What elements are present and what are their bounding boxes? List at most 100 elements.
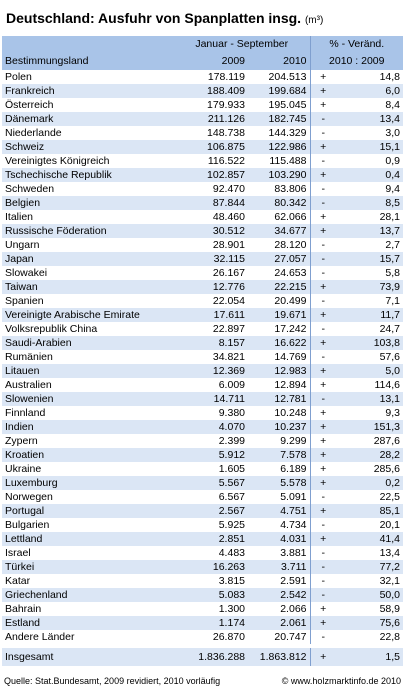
value-2010: 9.299 <box>280 435 307 447</box>
row: Vereinigtes Königreich 116.522 115.488- 0,9 <box>2 154 403 168</box>
country: Spanien <box>5 295 44 307</box>
sign: - <box>309 588 336 602</box>
header-year: 2009 <box>174 53 248 70</box>
value-2010: 4.031 <box>280 533 307 545</box>
value-2009: 48.460 <box>212 211 245 223</box>
sign: + <box>309 168 336 182</box>
value-2009: 5.912 <box>218 449 245 461</box>
country: Volksrepublik China <box>5 323 98 335</box>
value-2009: 2.851 <box>218 533 245 545</box>
row: Russische Föderation 30.512 34.677 +13,7 <box>2 224 403 238</box>
value-2010: 62.066 <box>274 211 307 223</box>
change: 13,7 <box>379 225 400 237</box>
country: Katar <box>5 575 31 587</box>
value-2010: 182.745 <box>268 113 307 125</box>
row: Israel 4.483 3.881- 13,4 <box>2 546 403 560</box>
country: Finnland <box>5 407 46 419</box>
value-2010: 16.622 <box>274 337 307 349</box>
row: Andere Länder 26.870 20.747- 22,8 <box>2 630 403 646</box>
country: Ungarn <box>5 239 40 251</box>
sign: - <box>309 546 336 560</box>
row: Saudi-Arabien 8.157 16.622 +103,8 <box>2 336 403 350</box>
value-2010: 115.488 <box>269 155 307 167</box>
value-2010: 14.769 <box>274 351 307 363</box>
sign: - <box>309 294 336 308</box>
value-2009: 1.300 <box>218 603 245 615</box>
row: Tschechische Republik 102.857 103.290 +0,4 <box>2 168 403 182</box>
change: 28,1 <box>379 211 400 223</box>
value-2009: 1.605 <box>218 463 245 475</box>
row: Bahrain 1.300 2.066 +58,9 <box>2 602 403 616</box>
sign: + <box>309 140 336 154</box>
value-2010: 122.986 <box>268 141 307 153</box>
change: 14,8 <box>379 71 400 83</box>
row: Volksrepublik China 22.897 17.242- 24,7 <box>2 322 403 336</box>
country: Italien <box>5 211 34 223</box>
header-ratio: 2010 : 2009 <box>309 53 403 70</box>
row: Taiwan 12.776 22.215 +73,9 <box>2 280 403 294</box>
change: 20,1 <box>379 519 400 531</box>
row: Spanien 22.054 20.499- 7,1 <box>2 294 403 308</box>
row: Rumänien 34.821 14.769- 57,6 <box>2 350 403 364</box>
row: Litauen 12.369 12.983 +5,0 <box>2 364 403 378</box>
change: 287,6 <box>373 435 400 447</box>
change: 5,0 <box>385 365 400 377</box>
value-2009: 2.399 <box>218 435 245 447</box>
value-2009: 6.009 <box>218 379 245 391</box>
sign: + <box>309 616 336 630</box>
value-2009: 179.933 <box>207 99 245 111</box>
row: Schweden 92.470 83.806- 9,4 <box>2 182 403 196</box>
country: Andere Länder <box>5 631 75 643</box>
row: Zypern 2.399 9.299 +287,6 <box>2 434 403 448</box>
value-2010: 20.747 <box>274 631 307 643</box>
change: 77,2 <box>379 561 400 573</box>
value-2010: 4.734 <box>280 519 307 531</box>
value-2010: 2.591 <box>280 575 307 587</box>
sign: + <box>309 420 336 434</box>
country: Slowenien <box>5 393 54 405</box>
country: Belgien <box>5 197 41 209</box>
change: 57,6 <box>379 351 400 363</box>
value-2009: 12.776 <box>212 281 245 293</box>
value-2010: 22.215 <box>274 281 307 293</box>
row: Italien 48.460 62.066 +28,1 <box>2 210 403 224</box>
value-2010: 12.894 <box>274 379 307 391</box>
sign: + <box>309 280 336 294</box>
value-2009: 1.836.288 <box>174 644 248 666</box>
country: Vereinigtes Königreich <box>5 155 110 167</box>
row: Luxemburg 5.567 5.578 +0,2 <box>2 476 403 490</box>
header-year: 2010 <box>248 53 310 70</box>
value-2010: 10.237 <box>274 421 307 433</box>
value-2009: 106.875 <box>207 141 245 153</box>
value-2010: 195.045 <box>268 99 307 111</box>
value-2009: 22.897 <box>212 323 245 335</box>
change: 5,8 <box>385 267 400 279</box>
value-2010: 27.057 <box>274 253 307 265</box>
sign: - <box>309 560 336 574</box>
value-2009: 17.611 <box>213 309 245 321</box>
source: Quelle: Stat.Bundesamt, 2009 revidiert, … <box>4 676 221 686</box>
sign: - <box>309 350 336 364</box>
row: Belgien 87.844 80.342- 8,5 <box>2 196 403 210</box>
sign: - <box>309 266 336 280</box>
sign: + <box>309 504 336 518</box>
value-2010: 2.061 <box>280 617 307 629</box>
value-2009: 14.711 <box>213 393 245 405</box>
change: 0,4 <box>385 169 400 181</box>
value-2010: 7.578 <box>280 449 307 461</box>
change: 22,5 <box>379 491 400 503</box>
value-2010: 28.120 <box>274 239 307 251</box>
change: 9,3 <box>385 407 400 419</box>
country: Australien <box>5 379 52 391</box>
change: 1,5 <box>336 644 403 666</box>
sign: + <box>309 224 336 238</box>
country: Frankreich <box>5 85 55 97</box>
row: Slowenien 14.711 12.781- 13,1 <box>2 392 403 406</box>
sign: - <box>309 126 336 140</box>
country: Estland <box>5 617 41 629</box>
country: Litauen <box>5 365 40 377</box>
country: Japan <box>5 253 34 265</box>
value-2009: 8.157 <box>218 337 245 349</box>
country: Rumänien <box>5 351 53 363</box>
